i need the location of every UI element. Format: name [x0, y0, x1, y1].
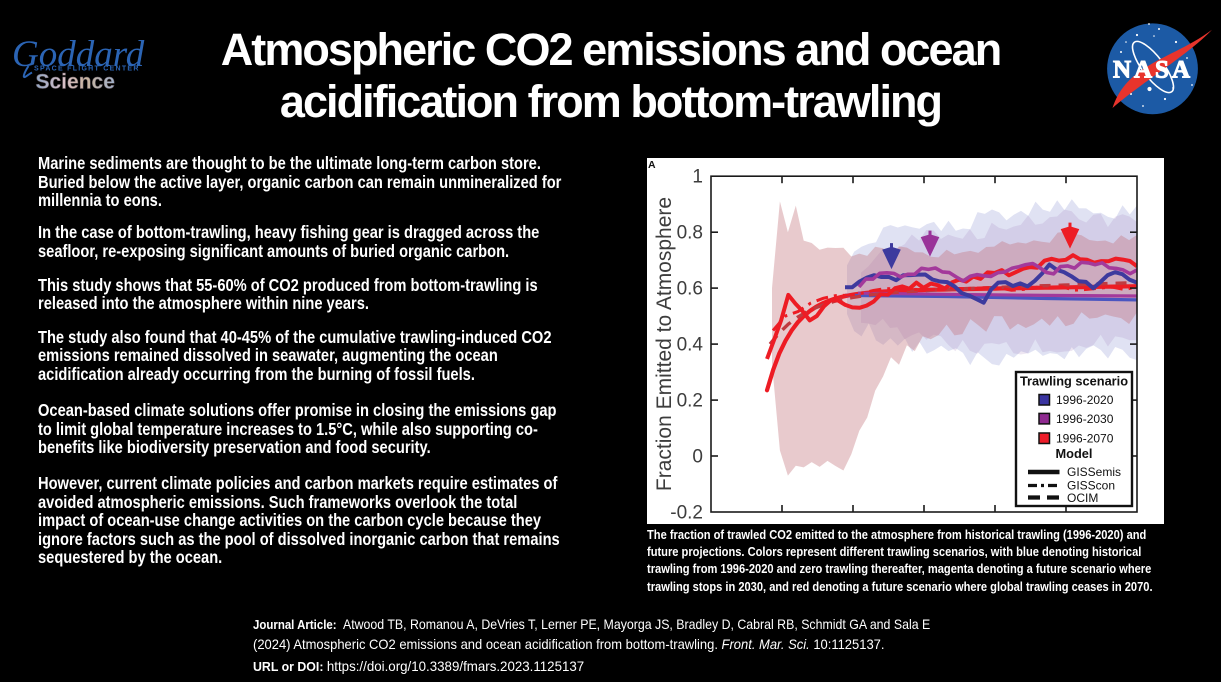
svg-text:SPACE FLIGHT CENTER: SPACE FLIGHT CENTER	[34, 66, 140, 73]
svg-text:0.6: 0.6	[677, 278, 703, 299]
svg-text:GISScon: GISScon	[1067, 478, 1115, 492]
svg-text:-0.2: -0.2	[670, 502, 703, 523]
svg-text:0.2: 0.2	[677, 390, 703, 411]
svg-text:OCIM: OCIM	[1067, 491, 1098, 505]
svg-text:NASA: NASA	[1113, 57, 1193, 84]
svg-text:0.4: 0.4	[677, 334, 704, 355]
svg-text:Science: Science	[36, 71, 115, 94]
svg-text:Goddard: Goddard	[12, 34, 145, 75]
svg-text:Trawling scenario: Trawling scenario	[1020, 373, 1128, 388]
svg-text:1996-2020: 1996-2020	[1056, 393, 1114, 407]
svg-text:0.8: 0.8	[677, 222, 703, 243]
svg-text:Model: Model	[1056, 446, 1093, 461]
svg-text:1996-2030: 1996-2030	[1056, 412, 1114, 426]
svg-text:GISSemis: GISSemis	[1067, 465, 1121, 479]
svg-text:1: 1	[692, 166, 703, 187]
svg-text:1996-2070: 1996-2070	[1056, 431, 1114, 445]
svg-text:0: 0	[692, 446, 703, 467]
svg-text:A: A	[648, 159, 656, 171]
svg-text:Fraction Emitted to Atmosphere: Fraction Emitted to Atmosphere	[653, 196, 676, 490]
